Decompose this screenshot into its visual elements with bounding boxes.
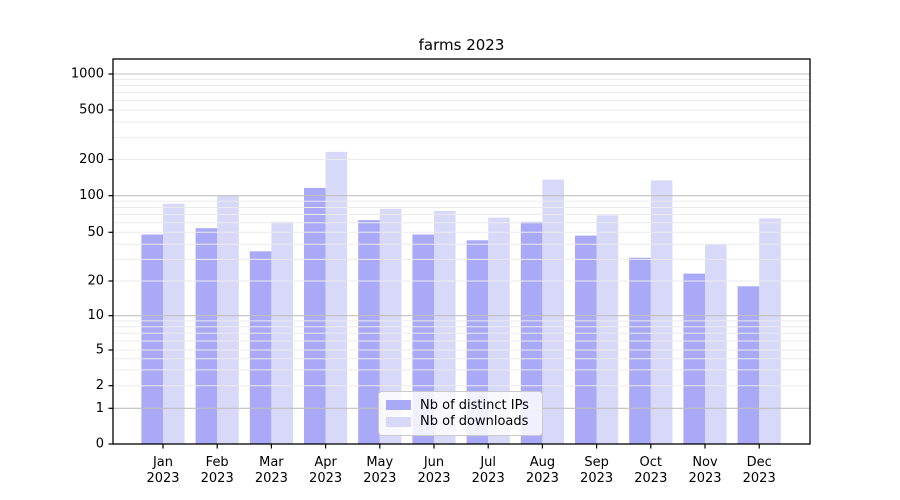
plot-frame xyxy=(112,58,811,445)
y-tick-label: 20 xyxy=(87,274,104,289)
x-tick-label-month: Dec xyxy=(747,455,772,470)
bar-distinct-ips-may xyxy=(358,220,380,444)
bar-downloads-nov xyxy=(705,244,727,444)
x-tick-label-month: Sep xyxy=(584,455,609,470)
axis-labels-layer: 01251020501002005001000Jan2023Feb2023Mar… xyxy=(71,67,776,487)
x-tick-label-month: Feb xyxy=(206,455,229,470)
bar-downloads-jan xyxy=(163,203,185,444)
bar-distinct-ips-oct xyxy=(629,257,651,444)
axis-ticks-layer xyxy=(108,73,760,449)
y-tick-label: 5 xyxy=(96,343,104,358)
x-tick-label-year: 2023 xyxy=(743,471,776,486)
legend-label-distinct-ips: Nb of distinct IPs xyxy=(420,397,529,413)
bar-downloads-jul xyxy=(488,217,510,444)
x-tick-label-month: Jul xyxy=(479,455,496,470)
bar-distinct-ips-mar xyxy=(249,251,272,444)
bar-downloads-sep xyxy=(596,215,619,444)
chart-title: farms 2023 xyxy=(419,36,505,54)
x-tick-label-year: 2023 xyxy=(526,471,559,486)
legend-swatch-downloads xyxy=(386,416,411,427)
bar-distinct-ips-feb xyxy=(195,228,218,444)
x-tick-label-year: 2023 xyxy=(580,471,613,486)
legend-label-downloads: Nb of downloads xyxy=(420,414,529,430)
x-tick-label-year: 2023 xyxy=(688,471,721,486)
bar-distinct-ips-sep xyxy=(575,235,597,444)
x-tick-label-year: 2023 xyxy=(255,471,288,486)
x-tick-label-month: Apr xyxy=(314,455,337,470)
x-tick-label-month: Nov xyxy=(692,455,718,470)
bar-downloads-dec xyxy=(759,218,781,444)
x-tick-label-month: Jun xyxy=(423,455,444,470)
bar-downloads-aug xyxy=(542,179,564,444)
y-tick-label: 2 xyxy=(96,378,104,393)
x-tick-label-month: Jan xyxy=(152,455,173,470)
legend-item-downloads: Nb of downloads xyxy=(386,415,534,428)
x-tick-label-year: 2023 xyxy=(417,471,450,486)
bar-downloads-feb xyxy=(217,195,239,444)
gridlines-layer xyxy=(113,73,810,409)
y-tick-label: 1000 xyxy=(71,67,104,82)
y-tick-label: 1 xyxy=(96,401,104,416)
legend: Nb of distinct IPs Nb of downloads xyxy=(378,391,543,436)
legend-swatch-distinct-ips xyxy=(386,400,411,411)
legend-item-distinct-ips: Nb of distinct IPs xyxy=(386,399,534,412)
y-tick-label: 10 xyxy=(87,308,104,323)
bar-distinct-ips-dec xyxy=(737,286,760,444)
y-tick-label: 0 xyxy=(96,437,104,452)
bar-downloads-oct xyxy=(650,180,673,444)
x-tick-label-month: May xyxy=(366,455,393,470)
x-tick-label-year: 2023 xyxy=(472,471,505,486)
x-tick-label-month: Aug xyxy=(530,455,555,470)
x-tick-label-month: Oct xyxy=(640,455,662,470)
y-tick-label: 50 xyxy=(87,225,104,240)
x-tick-label-month: Mar xyxy=(259,455,284,470)
x-tick-label-year: 2023 xyxy=(201,471,234,486)
x-tick-label-year: 2023 xyxy=(146,471,179,486)
x-tick-label-year: 2023 xyxy=(309,471,342,486)
y-tick-label: 200 xyxy=(79,152,104,167)
x-tick-label-year: 2023 xyxy=(634,471,667,486)
bar-distinct-ips-jan xyxy=(141,234,163,444)
y-tick-label: 100 xyxy=(79,188,104,203)
x-tick-label-year: 2023 xyxy=(363,471,396,486)
y-tick-label: 500 xyxy=(79,103,104,118)
bar-downloads-apr xyxy=(325,151,348,444)
